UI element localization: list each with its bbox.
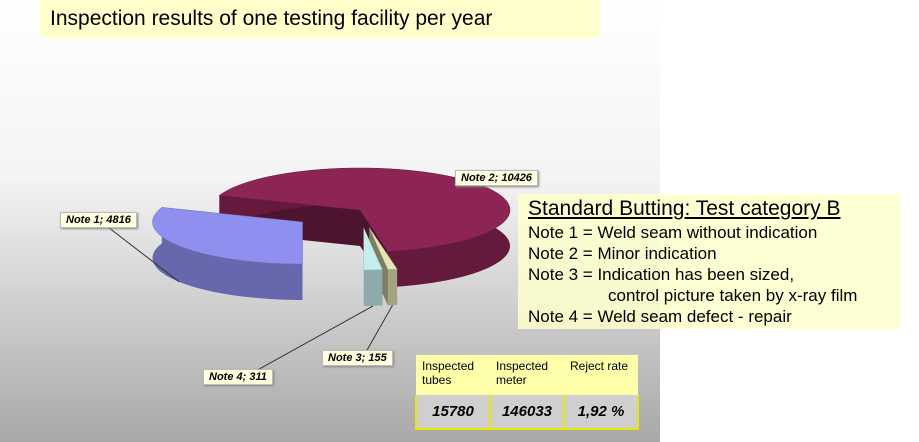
slice-label: Note 3; 155	[322, 350, 393, 366]
table-cell: 1,92 %	[563, 395, 639, 430]
table-cell: 146033	[489, 395, 565, 430]
slice-top	[363, 227, 383, 271]
slice-top	[369, 227, 398, 270]
legend-box: Standard Butting: Test category B Note 1…	[518, 194, 900, 329]
table-header-cell: Reject rate	[564, 355, 638, 395]
table-cell: 15780	[415, 395, 491, 430]
leader-line	[242, 305, 374, 379]
table-row: 15780 146033 1,92 %	[415, 395, 639, 430]
table-header: Inspected tubes Inspected meter Reject rat…	[416, 355, 638, 395]
table-header-cell: Inspected meter	[490, 355, 564, 395]
note-line: control picture taken by x-ray film	[608, 286, 858, 305]
note-line: Note 1 = Weld seam without indication	[528, 223, 818, 242]
summary-table: Inspected tubes Inspected meter Reject rat…	[415, 355, 639, 430]
note-line: Note 4 = Weld seam defect - repair	[528, 307, 792, 326]
slice-label: Note 1; 4816	[60, 212, 137, 228]
slice-label: Note 4; 311	[203, 369, 273, 385]
slice-side	[387, 269, 398, 306]
notes-list: Note 1 = Weld seam without indication Not…	[528, 222, 900, 327]
chart-title: Inspection results of one testing facili…	[40, 0, 600, 38]
pie-slice	[363, 227, 383, 306]
table-header-cell: Inspected tubes	[416, 355, 490, 395]
pie-slice	[152, 207, 303, 300]
slice-top	[152, 207, 303, 265]
slice-label: Note 2; 10426	[455, 170, 538, 186]
leader-line	[99, 220, 180, 283]
note-line: Note 2 = Minor indication	[528, 244, 717, 263]
slice-side	[363, 269, 383, 306]
slice-side	[152, 207, 303, 300]
note-line: Note 3 = Indication has been sized,	[528, 265, 795, 284]
legend-title: Standard Butting: Test category B	[528, 197, 841, 220]
